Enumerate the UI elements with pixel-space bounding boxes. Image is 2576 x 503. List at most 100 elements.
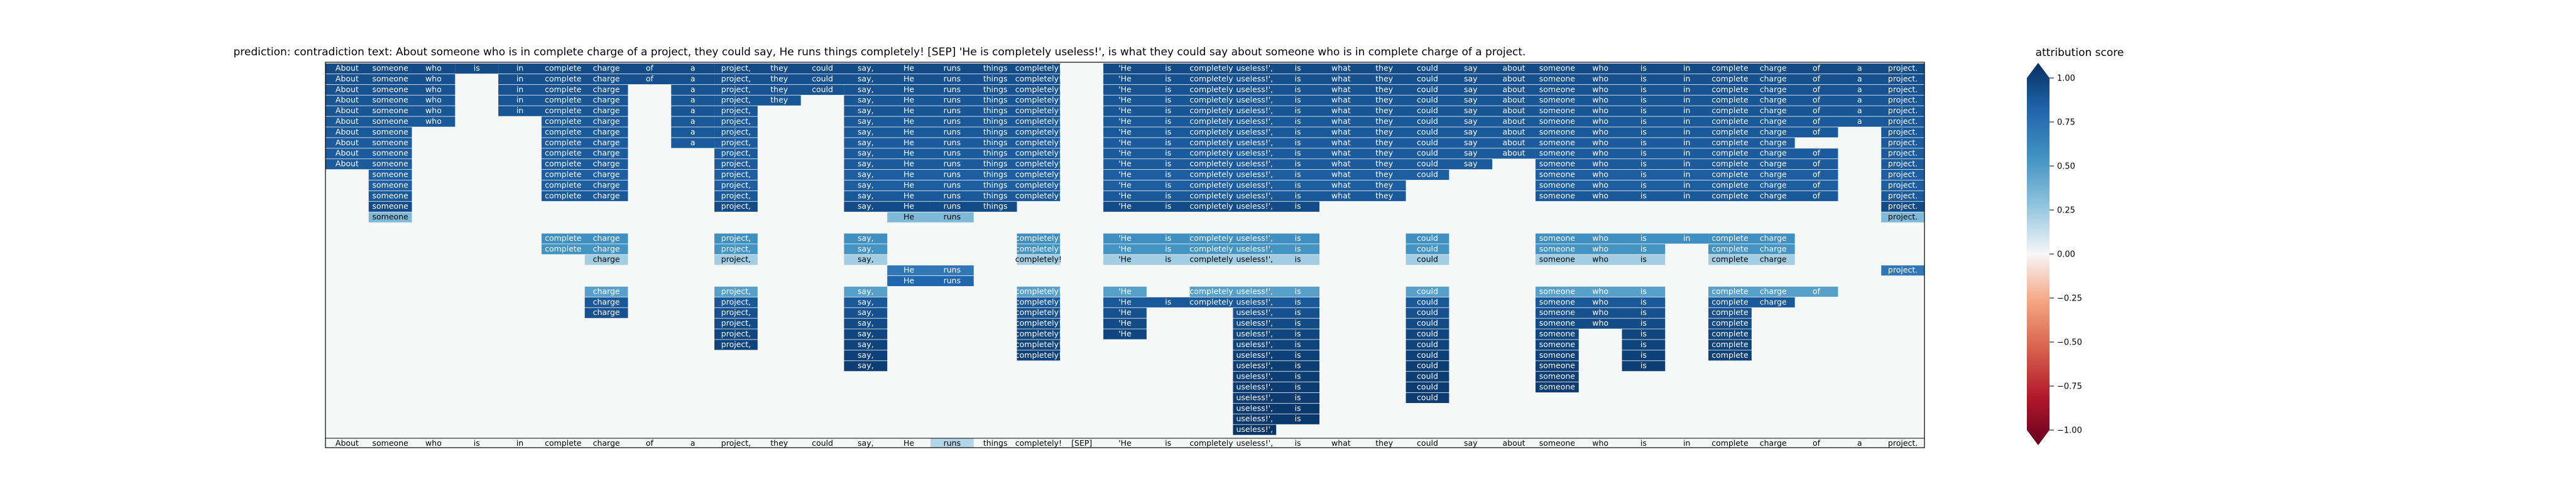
cell-token-label: who — [1592, 148, 1608, 158]
cell-token-label: About — [336, 159, 359, 169]
cell-token-label: who — [1592, 64, 1608, 73]
cell-token-label: He — [903, 116, 914, 126]
cell-token-label: project, — [721, 127, 751, 136]
cell-token-label: complete — [1711, 148, 1749, 158]
cell-token-label: He — [903, 127, 914, 136]
input-token: could — [812, 438, 833, 448]
attribution-cell — [1535, 340, 1579, 350]
cell-token-label: useless!', — [1236, 201, 1273, 211]
attribution-cell — [714, 138, 758, 148]
attribution-cell — [844, 201, 931, 212]
input-token: completely — [1189, 438, 1233, 448]
attribution-cell — [1535, 191, 1838, 201]
cell-token-label: could — [1417, 64, 1438, 73]
cell-token-label: runs — [944, 64, 961, 73]
cell-token-label: in — [1683, 106, 1690, 115]
cell-token-label: useless!', — [1236, 361, 1273, 370]
cell-token-label: of — [1813, 74, 1821, 83]
cell-token-label: useless!', — [1236, 424, 1273, 434]
cell-token-label: in — [1683, 148, 1690, 158]
cell-token-label: He — [903, 74, 914, 83]
attribution-cell — [1233, 403, 1320, 414]
input-token: say, — [858, 438, 874, 448]
cell-token-label: in — [516, 106, 523, 115]
attribution-cell — [844, 255, 888, 265]
cell-token-label: of — [1813, 106, 1821, 115]
cell-token-label: completely — [1189, 138, 1233, 147]
cell-token-label: He — [903, 64, 914, 73]
attribution-cell — [714, 318, 758, 329]
cell-token-label: a — [690, 138, 696, 147]
cell-token-label: 'He — [1118, 297, 1132, 306]
cell-token-label: useless!', — [1236, 64, 1273, 73]
attribution-cell — [1405, 318, 1449, 329]
cell-token-label: project. — [1888, 191, 1918, 200]
attribution-cell — [325, 116, 456, 127]
attribution-cell — [1405, 340, 1449, 350]
cell-token-label: charge — [593, 233, 620, 243]
attribution-cell — [1189, 297, 1320, 307]
attribution-cell — [1103, 318, 1147, 329]
cell-token-label: completely! — [1015, 64, 1062, 73]
cell-token-label: is — [1640, 255, 1647, 264]
cell-token-label: could — [1417, 340, 1438, 349]
cell-token-label: He — [903, 106, 914, 115]
cell-token-label: someone — [1539, 297, 1576, 306]
attribution-cell — [1708, 255, 1795, 265]
attribution-cell — [1405, 361, 1449, 372]
cell-token-label: they — [1375, 116, 1394, 126]
attribution-cell — [671, 95, 715, 106]
cell-token-label: could — [1417, 244, 1438, 253]
cell-token-label: who — [1592, 180, 1608, 189]
attribution-cell — [844, 159, 1061, 170]
cell-token-label: useless!', — [1236, 138, 1273, 147]
cell-token-label: charge — [1760, 127, 1787, 136]
cell-token-label: someone — [373, 138, 409, 147]
attribution-cell — [1535, 255, 1666, 265]
attribution-cell — [1535, 329, 1579, 340]
attribution-cell — [1535, 233, 1709, 244]
attribution-cell — [498, 106, 628, 116]
cell-token-label: who — [1592, 244, 1608, 253]
attribution-cell — [714, 127, 758, 138]
cell-token-label: project. — [1888, 116, 1918, 126]
cell-token-label: 'He — [1118, 286, 1132, 296]
cell-token-label: could — [1417, 329, 1438, 338]
attribution-cell — [887, 276, 974, 287]
cell-token-label: in — [1683, 84, 1690, 94]
cell-token-label: what — [1331, 127, 1351, 136]
cell-token-label: runs — [944, 84, 961, 94]
cell-token-label: 'He — [1118, 329, 1132, 338]
attribution-cell — [1103, 74, 1924, 84]
attribution-cell — [541, 233, 628, 244]
cell-token-label: is — [1165, 138, 1171, 147]
attribution-cell — [584, 307, 628, 318]
attribution-cell — [1103, 233, 1190, 244]
cell-token-label: is — [1295, 361, 1301, 370]
attribution-cell — [325, 138, 412, 148]
cell-token-label: complete — [1711, 180, 1749, 189]
cell-token-label: someone — [1539, 382, 1576, 392]
cell-token-label: in — [516, 84, 523, 94]
cell-token-label: complete — [1711, 84, 1749, 94]
cell-token-label: someone — [1539, 318, 1576, 328]
attribution-cell — [1233, 382, 1320, 393]
cell-token-label: charge — [593, 64, 620, 73]
cell-token-label: useless!', — [1236, 414, 1273, 423]
attribution-cell — [1189, 233, 1320, 244]
cell-token-label: is — [1295, 127, 1301, 136]
cell-token-label: runs — [944, 265, 961, 275]
attribution-cell — [1881, 180, 1924, 191]
cell-token-label: is — [1295, 233, 1301, 243]
cell-token-label: a — [1857, 84, 1862, 94]
cell-token-label: could — [1417, 116, 1438, 126]
cell-token-label: say, — [858, 116, 874, 126]
cell-token-label: about — [1503, 116, 1525, 126]
chart-title: prediction: contradiction text: About so… — [234, 46, 1526, 58]
cell-token-label: is — [1295, 170, 1301, 179]
cell-token-label: completely! — [1015, 307, 1062, 317]
cell-token-label: a — [690, 84, 696, 94]
colorbar-tick-label: 0.00 — [2057, 250, 2075, 260]
cell-token-label: is — [1295, 286, 1301, 296]
cell-token-label: About — [336, 95, 359, 104]
